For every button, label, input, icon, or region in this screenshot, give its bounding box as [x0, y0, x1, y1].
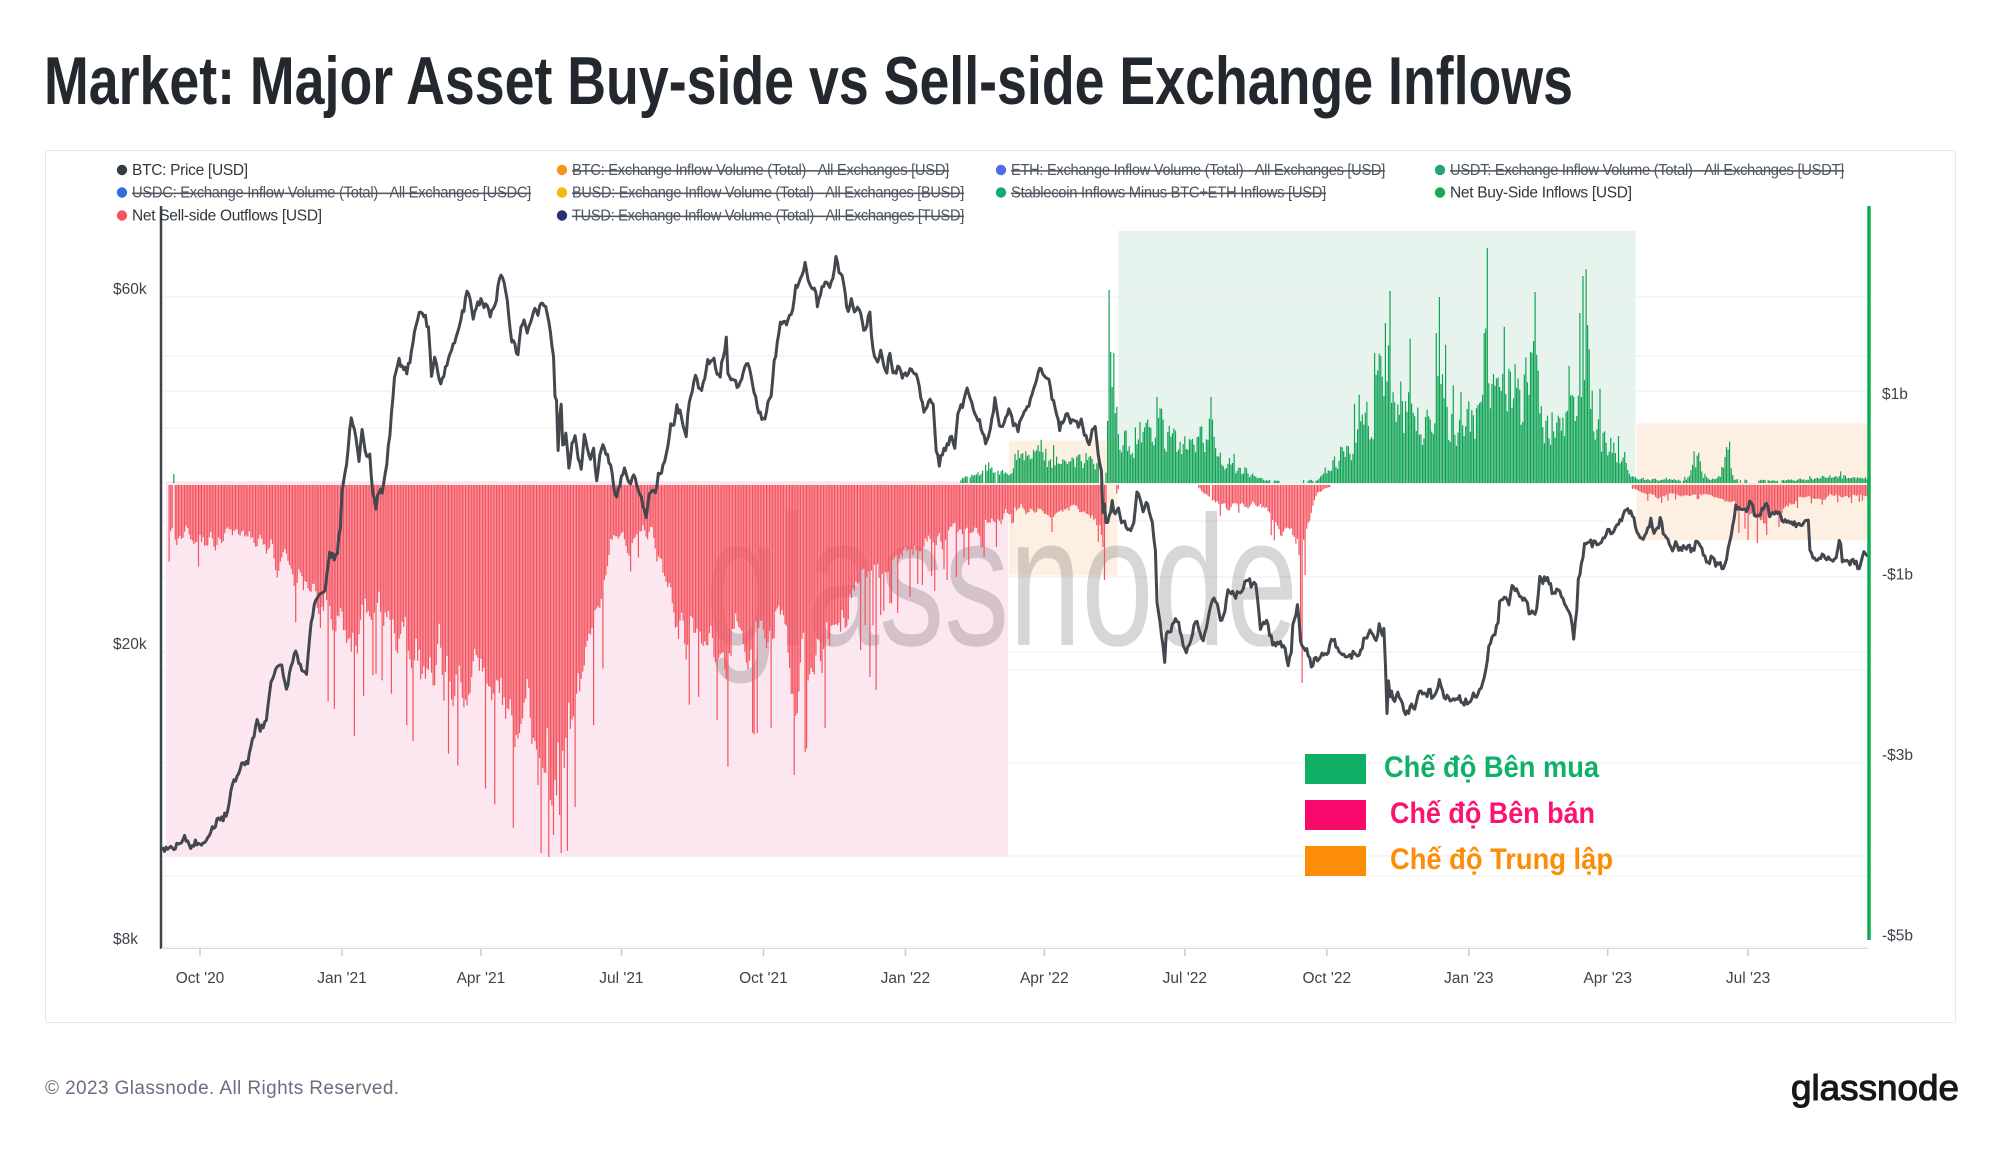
svg-text:Chế độ Trung lập: Chế độ Trung lập	[1390, 843, 1613, 876]
svg-text:Apr '21: Apr '21	[457, 970, 506, 987]
svg-text:Oct '20: Oct '20	[176, 970, 225, 987]
svg-text:© 2023 Glassnode. All Rights R: © 2023 Glassnode. All Rights Reserved.	[45, 1078, 400, 1099]
svg-text:-$1b: -$1b	[1882, 567, 1913, 584]
svg-text:$1b: $1b	[1882, 386, 1908, 403]
svg-text:BUSD: Exchange Inflow Volume (: BUSD: Exchange Inflow Volume (Total) - A…	[572, 185, 964, 202]
svg-text:Market: Major Asset Buy-side v: Market: Major Asset Buy-side vs Sell-sid…	[44, 43, 1573, 119]
svg-text:Jan '21: Jan '21	[317, 970, 367, 987]
svg-text:TUSD: Exchange Inflow Volume (: TUSD: Exchange Inflow Volume (Total) - A…	[572, 208, 964, 225]
svg-text:-$5b: -$5b	[1882, 928, 1913, 945]
svg-text:ETH: Exchange Inflow Volume (T: ETH: Exchange Inflow Volume (Total) - Al…	[1011, 162, 1385, 179]
svg-text:Oct '22: Oct '22	[1302, 970, 1351, 987]
svg-text:glassnode: glassnode	[1791, 1067, 1959, 1108]
svg-text:Net Buy-Side Inflows [USD]: Net Buy-Side Inflows [USD]	[1450, 185, 1632, 202]
svg-text:Chế độ Bên bán: Chế độ Bên bán	[1390, 797, 1595, 830]
svg-text:Net Sell-side Outflows [USD]: Net Sell-side Outflows [USD]	[132, 208, 322, 225]
svg-text:BTC: Price [USD]: BTC: Price [USD]	[132, 162, 248, 179]
svg-text:Stablecoin Inflows Minus BTC+E: Stablecoin Inflows Minus BTC+ETH Inflows…	[1011, 185, 1326, 202]
svg-text:Apr '22: Apr '22	[1020, 970, 1069, 987]
svg-text:Jan '22: Jan '22	[881, 970, 931, 987]
svg-text:Apr '23: Apr '23	[1583, 970, 1632, 987]
svg-text:Jul '21: Jul '21	[599, 970, 643, 987]
svg-text:$60k: $60k	[113, 281, 147, 298]
svg-text:Jan '23: Jan '23	[1444, 970, 1494, 987]
svg-text:BTC: Exchange Inflow Volume (T: BTC: Exchange Inflow Volume (Total) - Al…	[572, 162, 949, 179]
svg-text:$8k: $8k	[113, 931, 138, 948]
svg-text:Chế độ Bên mua: Chế độ Bên mua	[1384, 751, 1599, 784]
svg-text:Jul '23: Jul '23	[1726, 970, 1770, 987]
svg-text:USDC: Exchange Inflow Volume (: USDC: Exchange Inflow Volume (Total) - A…	[132, 185, 531, 202]
svg-text:$20k: $20k	[113, 636, 147, 653]
svg-text:USDT: Exchange Inflow Volume (: USDT: Exchange Inflow Volume (Total) - A…	[1450, 162, 1844, 179]
svg-text:-$3b: -$3b	[1882, 747, 1913, 764]
svg-text:Oct '21: Oct '21	[739, 970, 788, 987]
svg-text:Jul '22: Jul '22	[1163, 970, 1207, 987]
